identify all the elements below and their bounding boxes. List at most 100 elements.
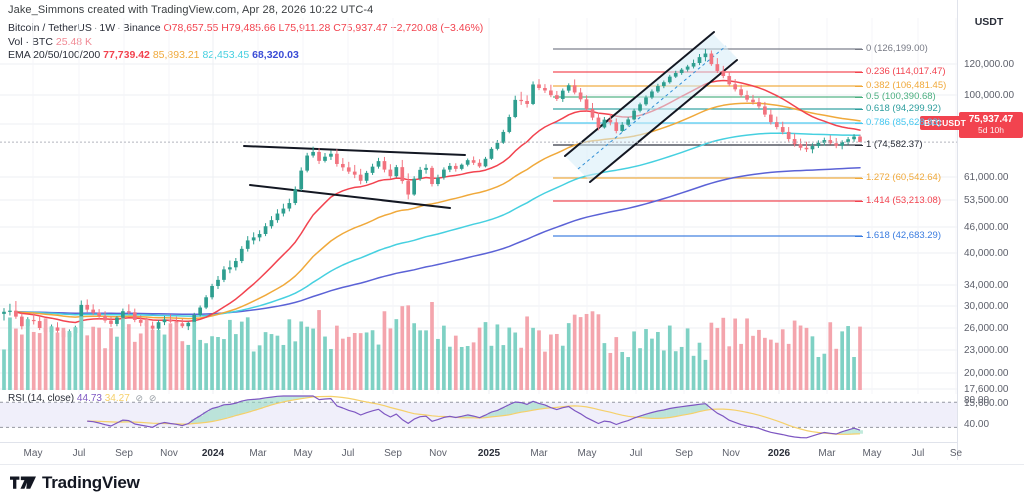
rsi-legend[interactable]: RSI (14, close) 44.73 34.27 ⊘ ⊘ (8, 393, 156, 404)
price-tick: 46,000.00 (964, 222, 1009, 233)
legend-row-ema[interactable]: EMA 20/50/100/200 77,739.42 85,893.21 82… (8, 49, 483, 63)
ohlc-close: 75,937.47 (340, 22, 388, 34)
fib-level-label: 0.618 (94,299.92) (866, 103, 942, 114)
candle-body (299, 170, 304, 190)
rsi-pane[interactable] (0, 394, 957, 442)
candle-body (233, 261, 238, 268)
rsi-band (0, 402, 957, 428)
fib-level-swatch (855, 145, 863, 146)
candle-body (97, 312, 101, 317)
volume-bar (335, 325, 339, 390)
candle-body (91, 309, 96, 313)
price-tick: 15,600.00 (964, 398, 1009, 409)
price-tick: 120,000.00 (964, 59, 1015, 70)
volume-bar (126, 324, 131, 390)
ohlc-open-label: O (163, 22, 172, 34)
fib-level-label: 1 (74,582.37) (866, 139, 923, 150)
candle-body (132, 312, 137, 320)
candle-body (757, 102, 761, 107)
legend-row-symbol[interactable]: Bitcoin / TetherUS · 1W · Binance O78,657.55… (8, 22, 484, 34)
volume-pane[interactable] (0, 290, 957, 394)
volume-bar (49, 326, 54, 390)
candle-body (834, 143, 839, 146)
candle-body (525, 100, 529, 104)
volume-bar (768, 339, 773, 390)
candle-body (632, 110, 636, 120)
price-chart-pane[interactable] (0, 18, 957, 394)
legend-row-volume[interactable]: Vol · BTC 25.48 K (8, 36, 483, 50)
ema50-line (15, 102, 861, 320)
candle-body (430, 167, 434, 185)
volume-label: Vol · BTC (8, 35, 53, 48)
candle-body (453, 165, 458, 169)
candle-body (323, 156, 327, 161)
volume-bar (109, 328, 113, 390)
candle-body (703, 53, 708, 58)
volume-bar (8, 317, 12, 390)
candle-body (358, 174, 363, 181)
volume-bar (430, 302, 434, 390)
ema20-value: 77,739.42 (103, 49, 150, 61)
volume-bar (233, 334, 238, 390)
fib-level-label: 0 (126,199.00) (866, 43, 928, 54)
fib-level-swatch (855, 72, 863, 73)
volume-bar (447, 346, 452, 390)
candle-body (786, 131, 791, 140)
volume-bar (132, 341, 137, 390)
volume-bar (596, 314, 601, 390)
candle-body (507, 117, 512, 132)
candle-body (162, 319, 167, 323)
volume-bar (269, 334, 274, 390)
candle-body (667, 76, 672, 83)
price-axis[interactable]: USDT 120,000.00100,000.0085,000.0061,000… (957, 0, 1024, 460)
volume-bar (798, 325, 803, 390)
ohlc-low: 75,911.28 (284, 22, 331, 34)
time-tick: May (577, 448, 597, 459)
price-axis-unit: USDT (974, 16, 1004, 28)
candle-body (85, 304, 90, 310)
volume-bar (763, 337, 767, 390)
volume-bar (168, 323, 173, 390)
ohlc-change: −2,720.08 (−3.46%) (390, 22, 484, 34)
candle-body (513, 99, 518, 118)
volume-bar (751, 335, 755, 390)
candle-body (590, 109, 595, 118)
volume-bar (507, 327, 512, 390)
legend-symbol: Bitcoin / TetherUS (8, 22, 92, 34)
volume-bar (61, 327, 66, 390)
rsi-chart-svg (0, 395, 957, 439)
volume-bar (37, 333, 42, 390)
volume-bar (162, 334, 167, 390)
tradingview-logo[interactable]: TradingView (10, 473, 140, 493)
volume-bar (287, 319, 292, 390)
rsi-settings-icon[interactable]: ⊘ (148, 393, 157, 403)
fib-level-swatch (855, 178, 863, 179)
rsi-value: 44.73 (76, 393, 102, 404)
candle-body (14, 310, 18, 317)
tradingview-mark-icon (10, 476, 36, 489)
volume-bar (281, 344, 286, 390)
volume-bar (323, 336, 327, 390)
legend-ohlc: O78,657.55 H79,485.66 L75,911.28 C75,937… (163, 22, 483, 34)
candle-body (763, 106, 767, 115)
candle-body (186, 322, 191, 327)
volume-bar (358, 333, 363, 390)
volume-bar (442, 325, 446, 390)
volume-bar (786, 343, 791, 390)
volume-bar (263, 332, 268, 390)
time-tick: Jul (629, 448, 643, 459)
fib-level-swatch (855, 201, 863, 202)
candle-body (168, 319, 173, 322)
time-tick: 2025 (477, 448, 501, 459)
time-axis[interactable]: May Jul Sep Nov 2024 Mar May Jul Sep Nov 2025 Mar Ma… (0, 442, 962, 465)
volume-bar (554, 333, 559, 390)
volume-bar (483, 322, 488, 390)
volume-bar (228, 319, 232, 390)
candle-body (566, 85, 571, 91)
candle-body (685, 66, 690, 70)
candle-body (222, 269, 226, 280)
rsi-hide-icon[interactable]: ⊘ (135, 393, 144, 403)
volume-bar (656, 331, 660, 390)
candle-body (251, 237, 256, 241)
candle-body (626, 119, 631, 125)
